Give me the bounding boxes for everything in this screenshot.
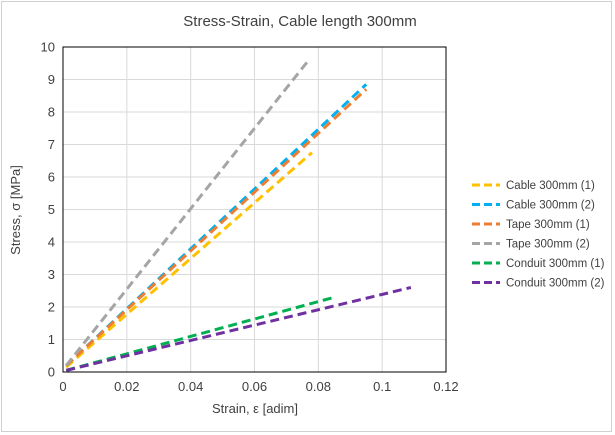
y-tick-label: 7 [48, 137, 55, 152]
x-tick-label: 0.08 [306, 379, 331, 394]
series-line-1 [65, 151, 313, 369]
x-tick-label: 0.02 [114, 379, 139, 394]
y-axis-label: Stress, σ [MPa] [8, 165, 23, 255]
y-tick-label: 9 [48, 72, 55, 87]
series-line-5 [65, 295, 335, 372]
y-tick-label: 1 [48, 332, 55, 347]
x-tick-labels: 0 0.02 0.04 0.06 0.08 0.1 0.12 [59, 379, 458, 394]
x-tick-label: 0.06 [242, 379, 267, 394]
y-tick-label: 2 [48, 300, 55, 315]
x-axis-label: Strain, ε [adim] [212, 401, 298, 416]
legend-label-2: Cable 300mm (2) [506, 200, 595, 212]
series-line-4 [65, 59, 310, 367]
y-tick-label: 4 [48, 235, 55, 250]
series-line-3 [65, 88, 368, 367]
y-tick-label: 10 [41, 40, 55, 55]
x-tick-label: 0 [59, 379, 66, 394]
legend-label-6: Conduit 300mm (2) [506, 278, 605, 290]
legend-label-5: Conduit 300mm (1) [506, 258, 605, 270]
legend: Cable 300mm (1) Cable 300mm (2) Tape 300mm… [472, 180, 605, 290]
series-lines [65, 59, 412, 372]
y-tick-label: 3 [48, 267, 55, 282]
x-tick-label: 0.1 [373, 379, 391, 394]
grid-lines [62, 46, 447, 373]
y-tick-label: 0 [48, 365, 55, 380]
y-tick-label: 5 [48, 202, 55, 217]
x-tick-label: 0.04 [178, 379, 203, 394]
legend-label-4: Tape 300mm (2) [506, 239, 590, 251]
y-tick-labels: 0 1 2 3 4 5 6 7 8 9 10 [41, 40, 55, 380]
legend-label-1: Cable 300mm (1) [506, 180, 595, 192]
y-tick-label: 8 [48, 105, 55, 120]
series-line-2 [65, 83, 368, 367]
series-line-6 [65, 286, 412, 372]
chart-title: Stress-Strain, Cable length 300mm [183, 13, 416, 30]
legend-label-3: Tape 300mm (1) [506, 219, 590, 231]
x-tick-label: 0.12 [433, 379, 458, 394]
y-tick-label: 6 [48, 170, 55, 185]
plot-area-border [62, 46, 447, 373]
